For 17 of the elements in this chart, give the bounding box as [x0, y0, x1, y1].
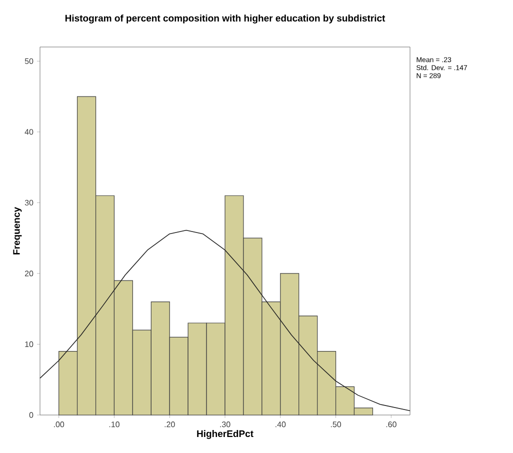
- x-tick-label: .50: [330, 422, 342, 428]
- y-tick-label: 40: [24, 129, 34, 135]
- x-tick-label: .40: [276, 422, 286, 428]
- x-tick-label: .10: [109, 422, 120, 428]
- x-tick-label: .00: [54, 422, 64, 428]
- x-tick-label: .30: [220, 422, 230, 428]
- x-axis-title: HigherEdPct: [197, 430, 254, 439]
- y-tick-label: 20: [24, 270, 34, 276]
- y-tick-label: 0: [29, 412, 34, 418]
- chart-title: Histogram of percent composition with higher education by subdistrict: [65, 14, 386, 24]
- y-tick-label: 30: [24, 200, 34, 206]
- y-tick-label: 10: [25, 341, 34, 348]
- x-tick-label: .20: [164, 422, 175, 428]
- y-tick-label: 50: [24, 58, 34, 64]
- x-tick-label: .60: [386, 422, 396, 428]
- y-axis-title: Frequency: [13, 207, 22, 254]
- line-series: [40, 230, 410, 412]
